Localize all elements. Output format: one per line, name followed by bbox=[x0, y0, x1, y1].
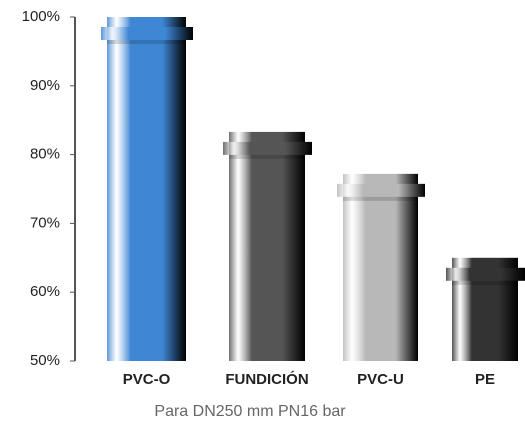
x-axis-label: Para DN250 mm PN16 bar bbox=[154, 403, 346, 420]
x-tick-label: PE bbox=[475, 371, 495, 388]
y-tick-label: 100% bbox=[22, 8, 60, 25]
bar bbox=[343, 173, 418, 361]
pipe-socket-shade bbox=[107, 40, 186, 44]
pipe-socket bbox=[446, 267, 525, 281]
pipe-socket bbox=[101, 27, 193, 40]
pipe-socket-shade bbox=[452, 280, 518, 285]
y-tick-label: 50% bbox=[30, 352, 60, 369]
pipe-socket bbox=[337, 183, 425, 197]
x-tick-label: PVC-U bbox=[357, 371, 404, 388]
bar bbox=[107, 17, 186, 361]
y-tick-label: 90% bbox=[30, 77, 60, 94]
pipe-socket-shade bbox=[343, 196, 418, 201]
pipe-socket bbox=[223, 141, 312, 155]
y-tick-label: 80% bbox=[30, 146, 60, 163]
pipe-socket-shade bbox=[229, 154, 305, 159]
bar bbox=[229, 131, 305, 361]
y-tick-label: 70% bbox=[30, 214, 60, 231]
x-tick-label: PVC-O bbox=[123, 371, 171, 388]
x-tick-label: FUNDICIÓN bbox=[225, 370, 308, 388]
y-tick-label: 60% bbox=[30, 283, 60, 300]
